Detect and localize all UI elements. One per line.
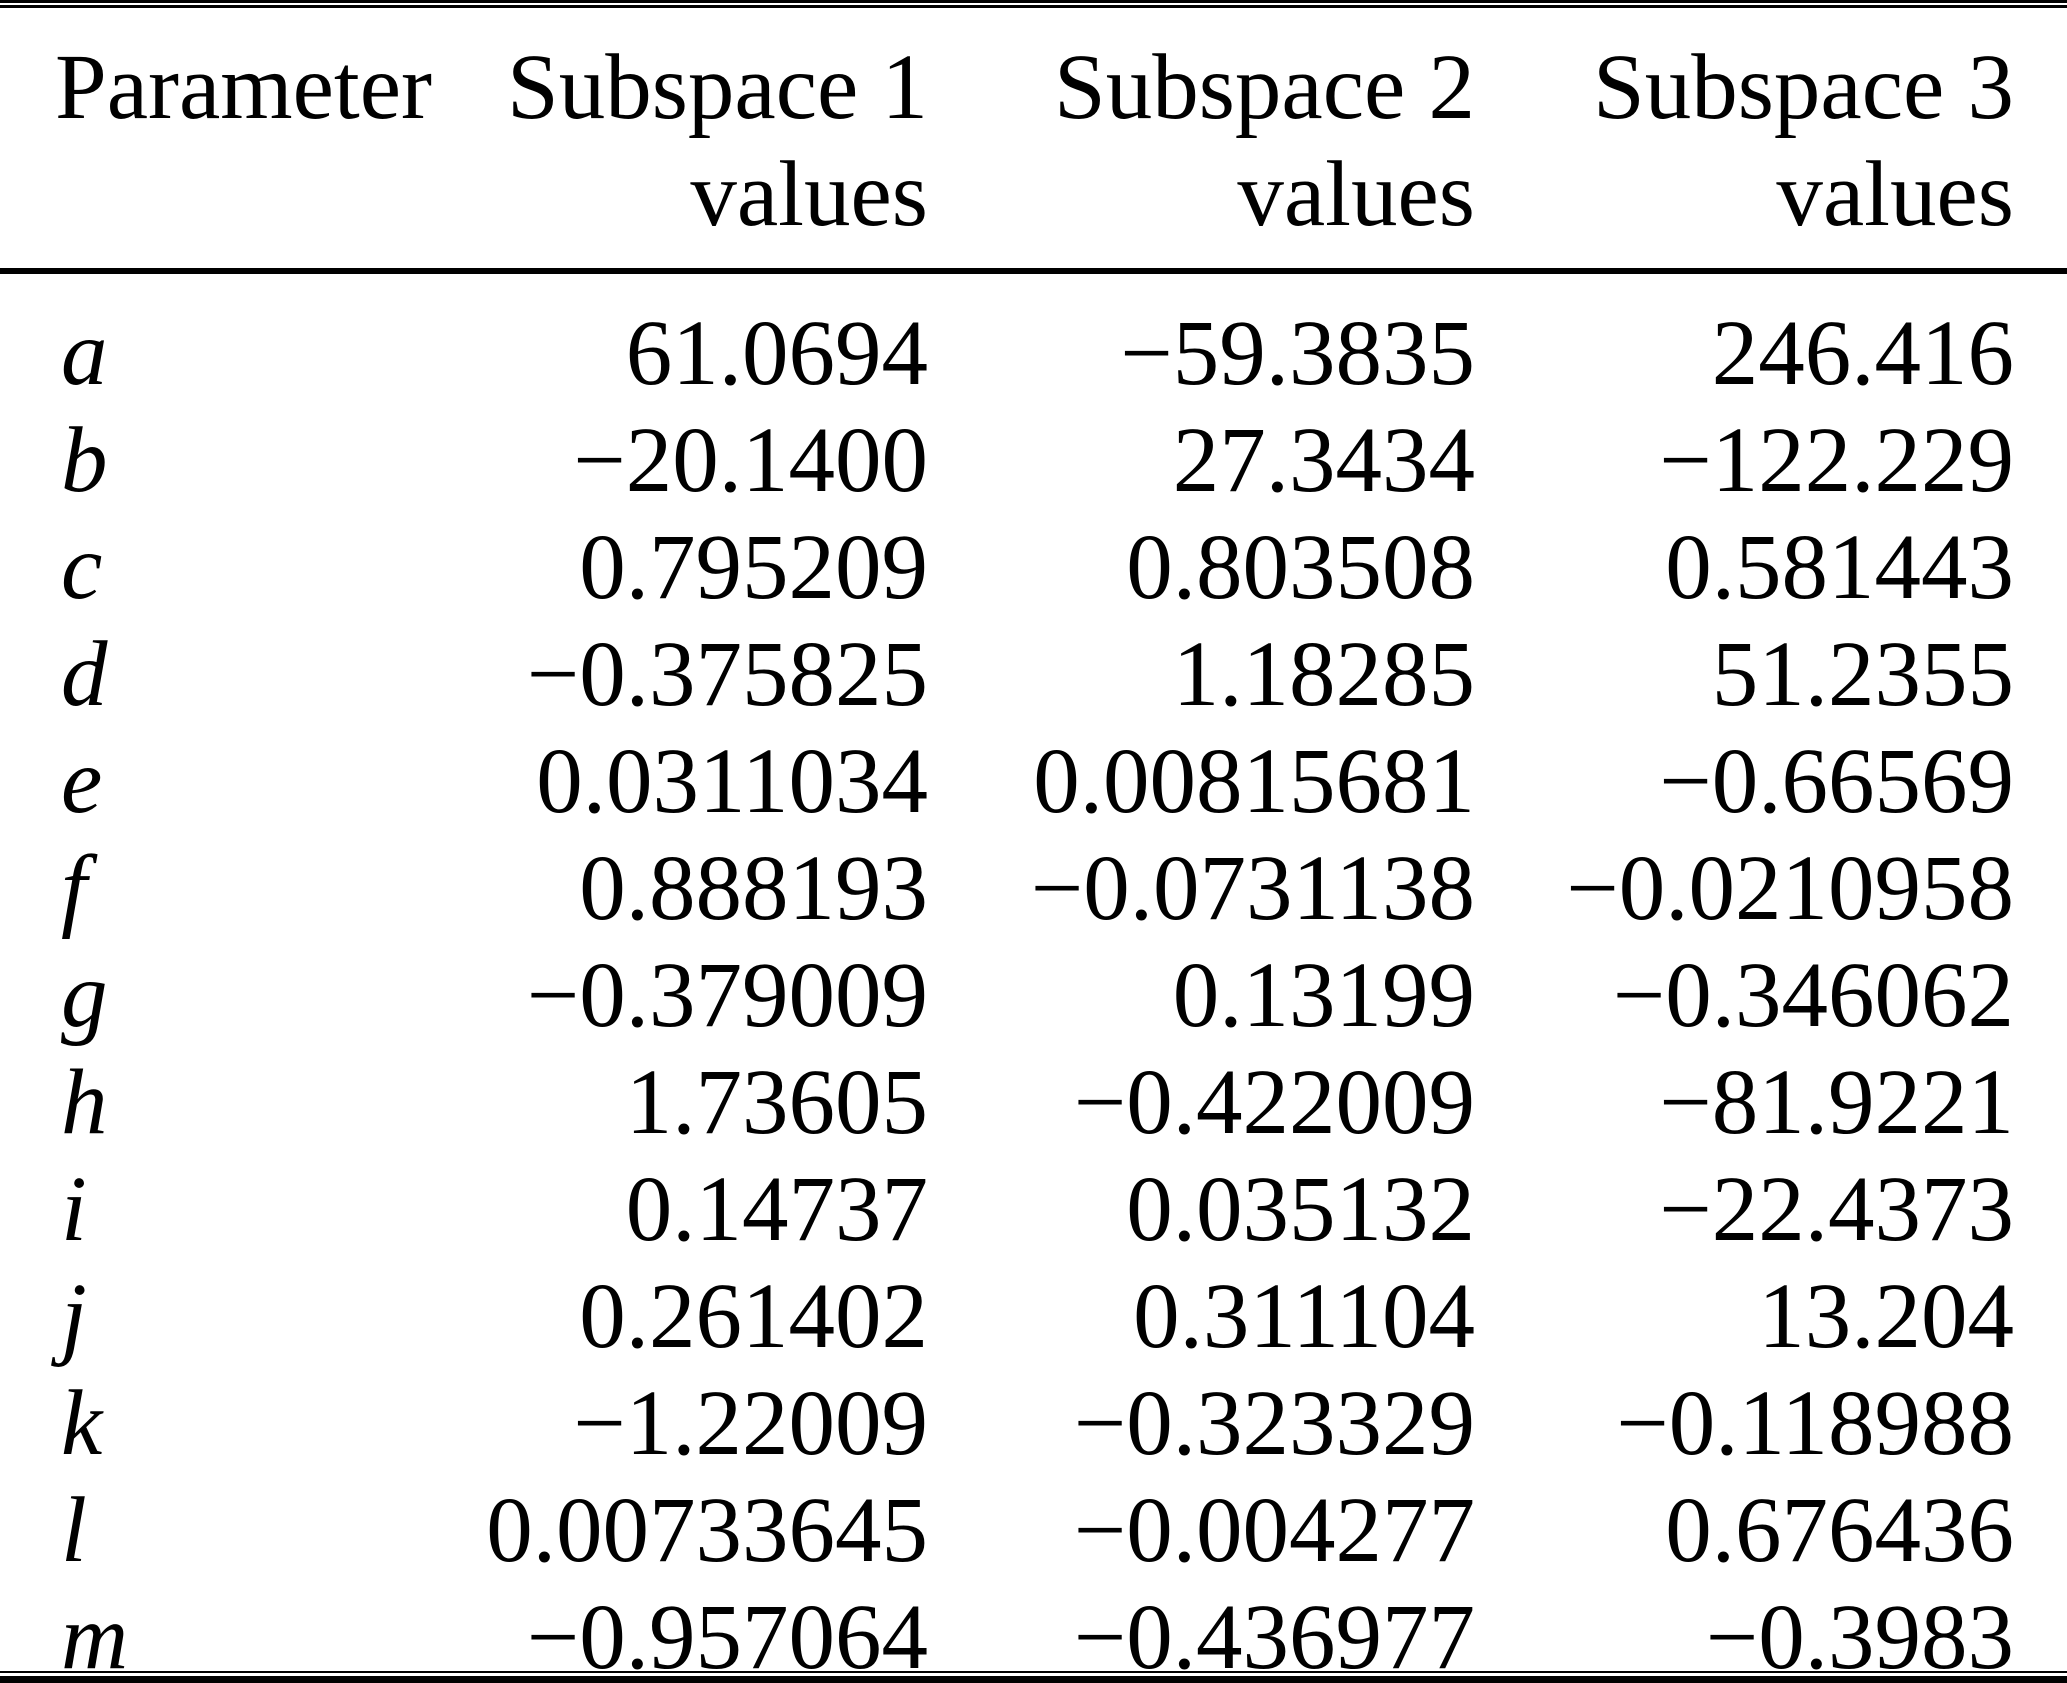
- value-cell: 0.261402: [579, 1265, 928, 1368]
- value-cell: −1.22009: [573, 1372, 928, 1475]
- value-cell: −0.004277: [1073, 1479, 1475, 1582]
- param-cell: e: [61, 730, 103, 833]
- value-cell: 1.18285: [1172, 623, 1475, 726]
- table-row: h 1.73605 −0.422009 −81.9221: [55, 1049, 2014, 1156]
- value-cell: 0.14737: [625, 1158, 928, 1261]
- param-cell: a: [61, 302, 108, 405]
- param-cell: j: [61, 1265, 87, 1368]
- table-row: e 0.0311034 0.00815681 −0.66569: [55, 728, 2014, 835]
- param-cell: h: [61, 1051, 108, 1154]
- value-cell: −59.3835: [1120, 302, 1475, 405]
- value-cell: −20.1400: [573, 409, 928, 512]
- value-cell: 0.00733645: [486, 1479, 928, 1582]
- value-cell: 51.2355: [1711, 623, 2014, 726]
- table-row: k −1.22009 −0.323329 −0.118988: [55, 1370, 2014, 1477]
- table-row: a 61.0694 −59.3835 246.416: [55, 300, 2014, 407]
- value-cell: 27.3434: [1172, 409, 1475, 512]
- table-row: i 0.14737 0.035132 −22.4373: [55, 1156, 2014, 1263]
- header-subspace-1: Subspace 1 values: [425, 8, 928, 300]
- header-subspace-3-line1: Subspace 3: [1593, 36, 2014, 139]
- value-cell: 0.311104: [1133, 1265, 1475, 1368]
- table-row: f 0.888193 −0.0731138 −0.0210958: [55, 835, 2014, 942]
- value-cell: −0.957064: [526, 1586, 928, 1683]
- value-cell: 0.581443: [1665, 516, 2014, 619]
- param-cell: m: [61, 1586, 129, 1683]
- value-cell: −0.375825: [526, 623, 928, 726]
- param-cell: g: [61, 944, 108, 1047]
- value-cell: 0.676436: [1665, 1479, 2014, 1582]
- table-row: g −0.379009 0.13199 −0.346062: [55, 942, 2014, 1049]
- value-cell: 0.13199: [1172, 944, 1475, 1047]
- param-cell: c: [61, 516, 103, 619]
- header-rule: [0, 268, 2067, 274]
- table-row: j 0.261402 0.311104 13.204: [55, 1263, 2014, 1370]
- value-cell: 246.416: [1711, 302, 2014, 405]
- table-row: d −0.375825 1.18285 51.2355: [55, 621, 2014, 728]
- header-subspace-2: Subspace 2 values: [928, 8, 1475, 300]
- value-cell: −0.0210958: [1566, 837, 2014, 940]
- value-cell: −0.118988: [1616, 1372, 2014, 1475]
- value-cell: −0.0731138: [1030, 837, 1475, 940]
- header-subspace-3: Subspace 3 values: [1475, 8, 2014, 300]
- value-cell: 0.803508: [1126, 516, 1475, 619]
- value-cell: −81.9221: [1659, 1051, 2014, 1154]
- value-cell: 61.0694: [625, 302, 928, 405]
- table-body: a 61.0694 −59.3835 246.416 b −20.1400 27…: [55, 300, 2014, 1683]
- header-subspace-3-line2: values: [1776, 143, 2014, 246]
- header-parameter-line1: Parameter: [55, 36, 432, 139]
- value-cell: 0.035132: [1126, 1158, 1475, 1261]
- value-cell: −0.3983: [1705, 1586, 2014, 1683]
- table-row: c 0.795209 0.803508 0.581443: [55, 514, 2014, 621]
- table-row: b −20.1400 27.3434 −122.229: [55, 407, 2014, 514]
- value-cell: −122.229: [1659, 409, 2014, 512]
- top-rule-outer: [0, 0, 2067, 3]
- value-cell: 0.795209: [579, 516, 928, 619]
- table-row: l 0.00733645 −0.004277 0.676436: [55, 1477, 2014, 1584]
- param-cell: l: [61, 1479, 87, 1582]
- header-row: Parameter Subspace 1 values Subspace 2 v…: [55, 8, 2014, 300]
- value-cell: 0.0311034: [536, 730, 928, 833]
- value-cell: 13.204: [1758, 1265, 2014, 1368]
- value-cell: −0.66569: [1659, 730, 2014, 833]
- param-cell: k: [61, 1372, 103, 1475]
- value-cell: 1.73605: [625, 1051, 928, 1154]
- value-cell: 0.888193: [579, 837, 928, 940]
- table-header: Parameter Subspace 1 values Subspace 2 v…: [55, 8, 2014, 300]
- parameter-values-table: Parameter Subspace 1 values Subspace 2 v…: [55, 8, 2014, 1683]
- value-cell: −0.379009: [526, 944, 928, 1047]
- bottom-rule-inner: [0, 1671, 2067, 1673]
- bottom-rule-outer: [0, 1676, 2067, 1683]
- param-cell: i: [61, 1158, 87, 1261]
- param-cell: b: [61, 409, 108, 512]
- value-cell: −0.422009: [1073, 1051, 1475, 1154]
- top-rule-inner: [0, 5, 2067, 8]
- table-row: m −0.957064 −0.436977 −0.3983: [55, 1584, 2014, 1683]
- param-cell: d: [61, 623, 108, 726]
- param-cell: f: [61, 837, 87, 940]
- header-subspace-1-line2: values: [690, 143, 928, 246]
- header-subspace-2-line2: values: [1237, 143, 1475, 246]
- value-cell: −0.436977: [1073, 1586, 1475, 1683]
- value-cell: −0.346062: [1612, 944, 2014, 1047]
- header-subspace-2-line1: Subspace 2: [1054, 36, 1475, 139]
- value-cell: 0.00815681: [1033, 730, 1475, 833]
- header-subspace-1-line1: Subspace 1: [507, 36, 928, 139]
- header-parameter: Parameter: [55, 8, 432, 300]
- value-cell: −22.4373: [1659, 1158, 2014, 1261]
- value-cell: −0.323329: [1073, 1372, 1475, 1475]
